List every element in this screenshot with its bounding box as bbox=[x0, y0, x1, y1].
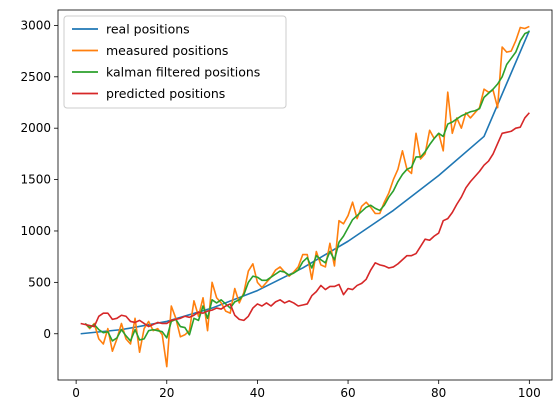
legend-label-2: measured positions bbox=[106, 43, 228, 58]
y-tick-label: 2500 bbox=[20, 70, 51, 84]
x-tick-label: 80 bbox=[431, 386, 446, 400]
legend-label-1: real positions bbox=[106, 22, 190, 37]
x-tick-label: 60 bbox=[340, 386, 355, 400]
plot-area bbox=[80, 25, 531, 368]
legend-box bbox=[63, 15, 287, 109]
y-tick-label: 3000 bbox=[20, 18, 51, 32]
x-tick-label: 0 bbox=[72, 386, 80, 400]
legend-label-4: predicted positions bbox=[106, 86, 225, 101]
legend: real positions measured positions kalman f… bbox=[63, 15, 287, 109]
axes-frame bbox=[57, 9, 553, 381]
y-tick-label: 0 bbox=[43, 327, 51, 341]
series-line-1 bbox=[80, 30, 531, 335]
y-tick-label: 1500 bbox=[20, 173, 51, 187]
y-tick-label: 2000 bbox=[20, 121, 51, 135]
x-tick-label: 100 bbox=[518, 386, 541, 400]
x-axis: 0 20 40 60 80 100 bbox=[72, 380, 541, 400]
x-tick-label: 20 bbox=[159, 386, 174, 400]
y-tick-label: 500 bbox=[28, 275, 51, 289]
x-tick-label: 40 bbox=[250, 386, 265, 400]
series-line-3 bbox=[84, 30, 530, 342]
series-line-4 bbox=[80, 112, 530, 328]
y-axis: 0 500 1000 1500 2000 2500 3000 bbox=[20, 18, 58, 341]
legend-label-3: kalman filtered positions bbox=[106, 65, 260, 80]
y-tick-label: 1000 bbox=[20, 224, 51, 238]
